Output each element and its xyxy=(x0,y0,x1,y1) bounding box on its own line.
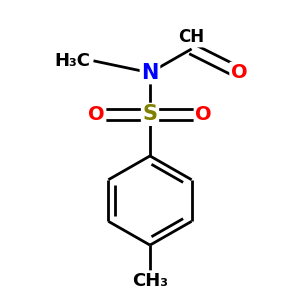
Text: CH₃: CH₃ xyxy=(132,272,168,290)
Text: O: O xyxy=(231,63,247,82)
Text: N: N xyxy=(141,63,159,83)
Text: S: S xyxy=(142,104,158,124)
Text: O: O xyxy=(195,105,212,124)
Text: H₃C: H₃C xyxy=(55,52,91,70)
Text: O: O xyxy=(88,105,105,124)
Text: CH: CH xyxy=(178,28,205,46)
